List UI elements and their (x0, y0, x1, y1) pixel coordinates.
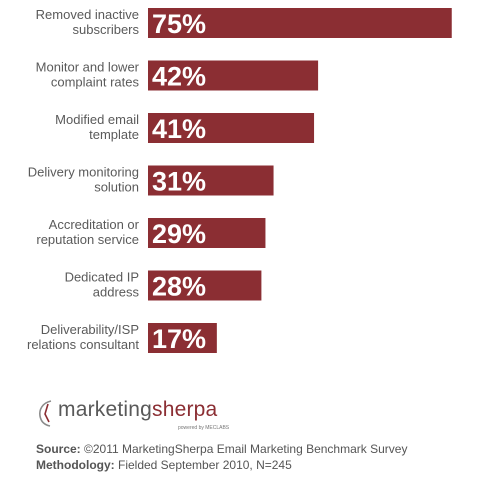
logo-wordmark: marketingsherpa (58, 398, 217, 422)
category-label: Deliverability/ISP relations consultant (27, 322, 139, 352)
methodology-text: Fielded September 2010, N=245 (114, 458, 292, 472)
source-label: Source: (36, 442, 81, 456)
category-label-line: subscribers (73, 22, 140, 37)
category-label-line: Delivery monitoring (28, 165, 139, 180)
source-text: ©2011 MarketingSherpa Email Marketing Be… (80, 442, 408, 456)
bar-chart: 75% Removed inactive subscribers 42% Monitor… (27, 7, 452, 354)
bar-value-label: 41% (152, 114, 206, 144)
category-label-line: solution (94, 180, 139, 195)
methodology-line: Methodology: Fielded September 2010, N=2… (36, 457, 407, 473)
category-label: Modified email template (55, 112, 139, 142)
bar (148, 60, 319, 91)
category-label-line: Dedicated IP (65, 270, 139, 285)
category-label-line: address (93, 285, 140, 300)
bar (148, 218, 266, 248)
bar-value-label: 42% (152, 62, 206, 92)
category-label: Accreditation or reputation service (36, 217, 139, 247)
bar-value-label: 17% (152, 324, 206, 354)
category-label-line: Accreditation or (49, 217, 140, 232)
category-label-line: reputation service (36, 232, 139, 247)
methodology-label: Methodology: (36, 458, 115, 472)
compass-needle-icon (39, 400, 52, 427)
category-label: Dedicated IP address (65, 270, 140, 300)
bar (148, 165, 274, 196)
bar (148, 113, 315, 143)
category-label-line: Deliverability/ISP (41, 322, 139, 337)
category-label: Removed inactive subscribers (36, 7, 140, 37)
category-label: Monitor and lower complaint rates (36, 60, 140, 90)
bar (148, 270, 262, 301)
logo-word-marketing: marketing (58, 398, 153, 421)
category-label-line: Monitor and lower (36, 60, 140, 75)
bar-value-label: 31% (152, 167, 206, 197)
source-line: Source: ©2011 MarketingSherpa Email Mark… (36, 441, 407, 457)
bar (148, 8, 452, 38)
logo-tagline: powered by MECLABS (178, 425, 230, 431)
category-label: Delivery monitoring solution (28, 165, 139, 195)
chart-footer: Source: ©2011 MarketingSherpa Email Mark… (36, 441, 407, 473)
logo-word-sherpa: sherpa (152, 398, 218, 421)
bar (148, 323, 217, 353)
category-label-line: template (89, 127, 139, 142)
category-label-line: complaint rates (51, 75, 140, 90)
bar-value-label: 29% (152, 219, 206, 249)
category-label-line: Modified email (55, 112, 139, 127)
category-label-line: relations consultant (27, 337, 139, 352)
bar-value-label: 75% (152, 9, 206, 39)
bar-value-label: 28% (152, 272, 206, 302)
category-label-line: Removed inactive (36, 7, 139, 22)
